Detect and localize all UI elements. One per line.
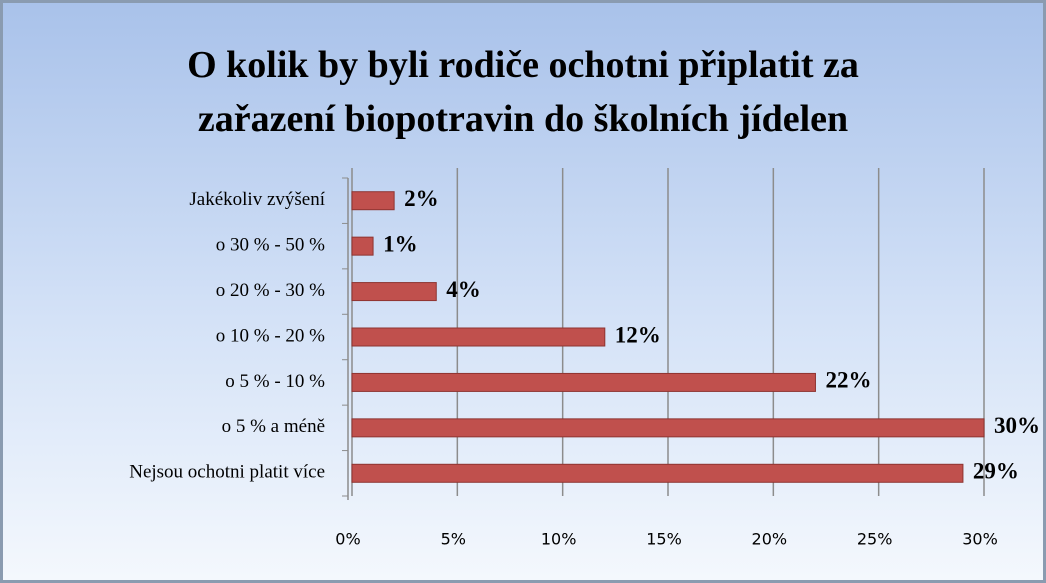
x-tick-label: 15%: [646, 530, 682, 549]
x-tick-label: 25%: [857, 530, 893, 549]
x-tick-label: 10%: [541, 530, 577, 549]
value-label: 29%: [973, 459, 1019, 484]
y-tick-label: o 5 % a méně: [222, 416, 325, 437]
value-label: 12%: [615, 322, 661, 347]
value-label: 4%: [446, 277, 481, 302]
bar: [351, 463, 964, 483]
y-tick-label: o 20 % - 30 %: [216, 280, 325, 301]
value-label: 2%: [404, 186, 439, 211]
value-label: 1%: [383, 231, 418, 256]
bar: [351, 418, 985, 438]
bar: [351, 282, 437, 302]
value-label: 22%: [825, 368, 871, 393]
bar: [351, 191, 395, 211]
y-tick-label: Nejsou ochotni platit více: [129, 462, 325, 483]
y-tick-label: o 5 % - 10 %: [225, 371, 325, 392]
bar: [351, 236, 374, 256]
y-tick-label: o 30 % - 50 %: [216, 235, 325, 256]
x-tick-label: 20%: [752, 530, 788, 549]
bar: [351, 372, 816, 392]
bar: [351, 327, 606, 347]
value-label: 30%: [994, 413, 1040, 438]
x-tick-label: 30%: [962, 530, 998, 549]
x-tick-label: 0%: [335, 530, 360, 549]
chart-title: O kolik by byli rodiče ochotni připlatit…: [187, 44, 859, 140]
y-tick-label: Jakékoliv zvýšení: [189, 189, 325, 210]
x-tick-label: 5%: [441, 530, 466, 549]
y-tick-label: o 10 % - 20 %: [216, 325, 325, 346]
